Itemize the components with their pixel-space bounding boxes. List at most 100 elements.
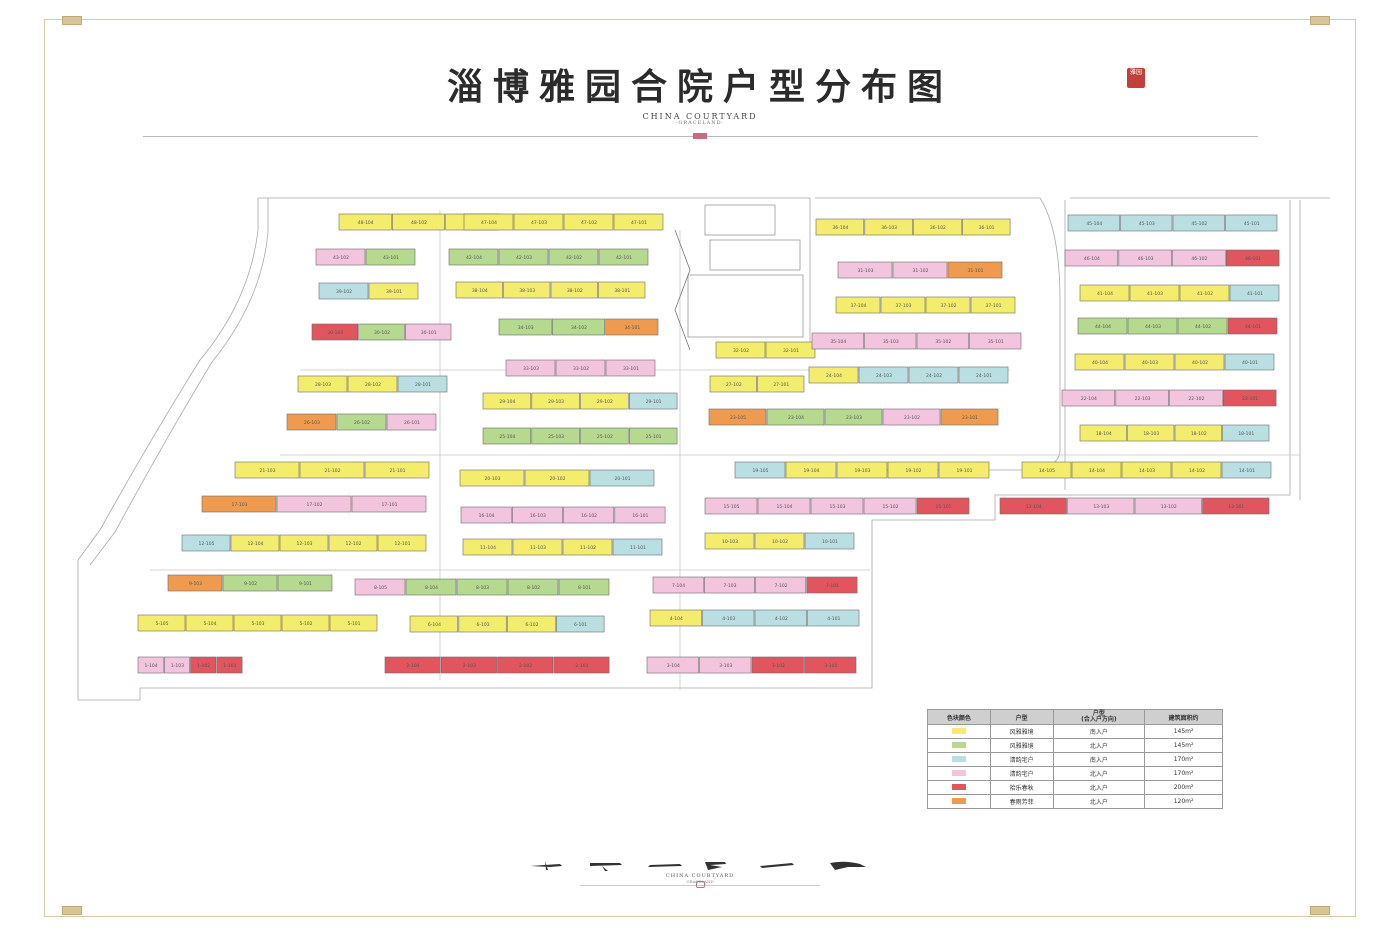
unit-block bbox=[913, 218, 962, 236]
unit-block bbox=[137, 614, 186, 632]
legend-swatch-cell bbox=[927, 794, 991, 809]
unit-block bbox=[397, 375, 448, 393]
unit-block bbox=[456, 578, 508, 596]
unit-label: 6-104 bbox=[428, 622, 441, 628]
unit-block bbox=[824, 408, 883, 426]
unit-block bbox=[550, 281, 598, 299]
legend-swatch-cell bbox=[927, 766, 991, 781]
unit-label: 22-101 bbox=[1242, 396, 1258, 402]
legend-header-color: 色块颜色 bbox=[927, 709, 991, 725]
unit-block bbox=[1227, 317, 1278, 335]
legend-swatch-cell bbox=[927, 724, 991, 739]
unit-block bbox=[190, 656, 217, 674]
unit-block bbox=[755, 576, 807, 594]
unit-block bbox=[940, 408, 999, 426]
building-row-35: 35-104 35-103 35-102 35-101 bbox=[811, 332, 1022, 350]
unit-label: 38-102 bbox=[567, 288, 583, 294]
unit-label: 9-102 bbox=[244, 581, 257, 587]
unit-label: 28-102 bbox=[365, 382, 381, 388]
building-row-6: 6-104 6-103 6-102 6-101 bbox=[409, 615, 605, 633]
unit-block bbox=[551, 318, 605, 336]
unit-label: 45-104 bbox=[1086, 221, 1102, 227]
unit-label: 9-103 bbox=[189, 581, 202, 587]
unit-block bbox=[1172, 214, 1225, 232]
frame-corner-bottom-right bbox=[1310, 906, 1330, 915]
legend-row: 清韵宅户 南入户 170m² bbox=[927, 752, 1223, 767]
unit-block bbox=[347, 375, 398, 393]
unit-block bbox=[815, 218, 865, 236]
unit-label: 35-103 bbox=[883, 339, 899, 345]
building-row-29: 29-104 29-103 29-102 29-101 bbox=[482, 392, 678, 410]
seal-stamp: 雅园 bbox=[1127, 68, 1145, 88]
building-row-12: 12-105 12-104 12-103 12-102 12-101 bbox=[181, 534, 427, 552]
legend-type: 清韵宅户 bbox=[989, 752, 1054, 767]
unit-label: 36-102 bbox=[930, 225, 946, 231]
building-row-10: 10-103 10-102 10-101 bbox=[704, 532, 855, 550]
unit-label: 13-102 bbox=[1161, 504, 1177, 510]
poster-frame bbox=[44, 19, 1356, 917]
legend-row: 清韵宅户 北入户 170m² bbox=[927, 766, 1223, 781]
unit-block bbox=[563, 213, 614, 231]
unit-block bbox=[598, 248, 649, 266]
unit-label: 40-104 bbox=[1092, 360, 1108, 366]
building-row-8: 8-105 8-104 8-103 8-102 8-101 bbox=[354, 578, 610, 596]
legend-swatch bbox=[951, 769, 966, 776]
unit-block bbox=[531, 427, 580, 445]
unit-label: 15-102 bbox=[883, 504, 899, 510]
unit-label: 15-103 bbox=[830, 504, 846, 510]
building-row-37: 37-104 37-103 37-102 37-101 bbox=[835, 296, 1016, 314]
legend-type: 清韵宅户 bbox=[989, 766, 1054, 781]
frame-corner-top-left bbox=[62, 16, 82, 25]
unit-label: 6-102 bbox=[525, 622, 538, 628]
unit-label: 5-102 bbox=[299, 621, 312, 627]
building-row-27: 27-102 27-101 bbox=[709, 375, 805, 393]
building-row-32: 32-102 32-101 bbox=[715, 341, 816, 359]
unit-label: 11-103 bbox=[530, 545, 546, 551]
unit-block bbox=[925, 296, 971, 314]
unit-label: 21-102 bbox=[325, 468, 341, 474]
unit-label: 7-101 bbox=[826, 583, 839, 589]
unit-block bbox=[1064, 249, 1119, 267]
unit-block bbox=[863, 497, 917, 515]
unit-label: 47-102 bbox=[581, 220, 597, 226]
unit-block bbox=[1223, 389, 1277, 407]
unit-label: 46-103 bbox=[1138, 256, 1154, 262]
legend-entry: 北入户 bbox=[1052, 794, 1146, 809]
unit-block bbox=[810, 497, 864, 515]
unit-block bbox=[409, 615, 459, 633]
unit-label: 8-101 bbox=[578, 585, 591, 591]
unit-block bbox=[311, 323, 359, 341]
unit-label: 19-105 bbox=[753, 468, 769, 474]
unit-block bbox=[164, 656, 190, 674]
unit-block bbox=[882, 408, 941, 426]
unit-block bbox=[336, 413, 387, 431]
unit-label: 15-105 bbox=[724, 504, 740, 510]
legend-area: 145m² bbox=[1144, 738, 1223, 753]
unit-label: 38-103 bbox=[519, 288, 535, 294]
unit-label: 41-101 bbox=[1247, 291, 1263, 297]
building-row-28: 28-103 28-102 28-101 bbox=[297, 375, 448, 393]
unit-block bbox=[1174, 353, 1225, 371]
unit-block bbox=[1079, 424, 1127, 442]
unit-block bbox=[864, 218, 913, 236]
unit-label: 32-101 bbox=[783, 348, 799, 354]
unit-label: 37-104 bbox=[851, 303, 867, 309]
building-row-2: 2-104 2-103 2-102 2-101 bbox=[384, 656, 610, 674]
unit-label: 44-103 bbox=[1145, 324, 1161, 330]
unit-label: 14-102 bbox=[1189, 468, 1205, 474]
unit-block bbox=[297, 375, 348, 393]
unit-block bbox=[704, 532, 755, 550]
unit-label: 45-101 bbox=[1244, 221, 1260, 227]
unit-label: 1-104 bbox=[145, 663, 158, 669]
unit-block bbox=[462, 538, 513, 556]
legend-entry: 南入户 bbox=[1052, 724, 1146, 739]
unit-label: 13-104 bbox=[1026, 504, 1042, 510]
unit-block bbox=[709, 375, 757, 393]
unit-label: 10-103 bbox=[722, 539, 738, 545]
unit-block bbox=[1177, 317, 1228, 335]
unit-block bbox=[201, 495, 277, 513]
unit-block bbox=[703, 576, 755, 594]
building-row-9: 9-103 9-102 9-101 bbox=[167, 574, 333, 592]
unit-block bbox=[558, 578, 610, 596]
legend-area: 145m² bbox=[1144, 724, 1223, 739]
